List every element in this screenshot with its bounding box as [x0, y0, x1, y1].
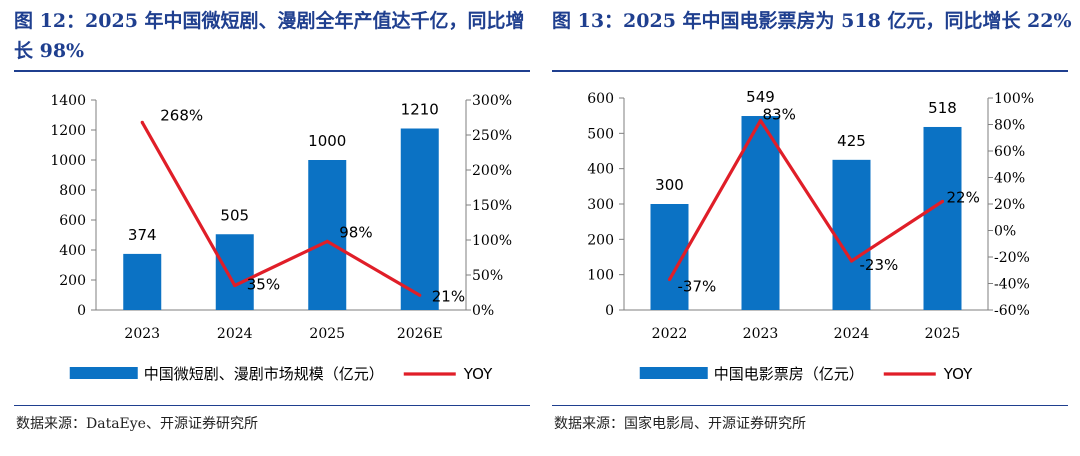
right-y-tick-label: 40%	[994, 171, 1025, 187]
right-y-tick-label: 60%	[994, 144, 1025, 160]
right-y-tick-label: 300%	[472, 93, 512, 109]
chart-legend: 中国微短剧、漫剧市场规模（亿元） YOY	[69, 365, 493, 383]
left-title-rule	[14, 70, 530, 72]
left-combo-chart: 0 200 400 600 800 1000 1200 1400 0% 50% 100% 150% 20…	[50, 93, 512, 383]
bar-value-label: 300	[655, 176, 684, 194]
bar	[923, 126, 962, 310]
x-category-label: 2024	[217, 326, 253, 342]
left-y-tick-label: 0	[77, 303, 86, 319]
x-category-label: 2026E	[397, 326, 443, 342]
left-y-tick-label: 100	[587, 268, 614, 284]
left-y-tick-label: 0	[605, 303, 614, 319]
legend-bar-swatch	[639, 367, 708, 379]
yoy-point	[233, 283, 237, 288]
bar-value-label: 1210	[401, 101, 439, 119]
bar	[741, 116, 780, 310]
yoy-value-label: 98%	[339, 223, 372, 241]
x-category-label: 2024	[834, 326, 870, 342]
yoy-line	[140, 121, 421, 297]
right-y-tick-label: 200%	[472, 163, 512, 179]
x-category-label: 2025	[925, 326, 961, 342]
x-category-label: 2022	[652, 326, 688, 342]
yoy-value-label: 35%	[247, 276, 280, 294]
yoy-point	[667, 277, 672, 282]
right-source-rule	[552, 405, 1068, 406]
bar-value-label: 518	[928, 99, 957, 117]
right-y-tick-label: 100%	[994, 91, 1034, 107]
bar-value-label: 374	[128, 226, 157, 244]
bar-value-label: 425	[837, 132, 866, 150]
left-y-tick-label: 300	[587, 197, 614, 213]
bar-value-label: 549	[746, 88, 775, 106]
bar	[832, 159, 871, 310]
left-y-tick-label: 400	[587, 162, 614, 178]
left-figure-panel: 图 12：2025 年中国微短剧、漫剧全年产值达千亿，同比增长 98% 0 200…	[10, 0, 538, 456]
yoy-value-label: 268%	[160, 106, 203, 124]
right-y-tick-label: 20%	[994, 197, 1025, 213]
legend-bar-label: 中国微短剧、漫剧市场规模（亿元）	[144, 365, 384, 383]
left-y-tick-label: 600	[587, 91, 614, 107]
right-y-tick-label: 0%	[994, 224, 1016, 240]
right-y-tick-label: 0%	[472, 303, 494, 319]
x-category-label: 2023	[743, 326, 779, 342]
right-y-tick-label: 150%	[472, 198, 512, 214]
yoy-value-label: -23%	[860, 256, 899, 274]
right-figure-title: 图 13：2025 年中国电影票房为 518 亿元，同比增长 22%	[552, 10, 1072, 32]
left-y-tick-label: 600	[59, 213, 86, 229]
yoy-point	[140, 120, 144, 124]
bar-value-label: 1000	[308, 132, 346, 150]
right-combo-chart: 0 100 200 300 400 500 600 -60% -40% -20% 0% 20% 40% 6…	[587, 88, 1034, 383]
right-y-tick-label: 80%	[994, 118, 1025, 134]
yoy-value-label: -37%	[678, 278, 717, 296]
right-y-tick-label: -60%	[994, 303, 1030, 319]
yoy-point	[325, 239, 329, 243]
yoy-value-label: 22%	[947, 188, 980, 206]
left-y-tick-label: 1000	[50, 153, 86, 169]
right-y-tick-label: 100%	[472, 233, 512, 249]
x-category-label: 2023	[124, 326, 160, 342]
bar	[400, 128, 439, 310]
left-y-tick-label: 500	[587, 126, 614, 142]
left-figure-title: 图 12：2025 年中国微短剧、漫剧全年产值达千亿，同比增长 98%	[14, 10, 525, 62]
right-title-rule	[552, 70, 1068, 72]
legend-bar-swatch	[69, 367, 138, 379]
yoy-value-label: 21%	[432, 287, 465, 305]
left-y-tick-label: 1400	[50, 93, 86, 109]
bar	[215, 234, 254, 310]
left-y-tick-label: 800	[59, 183, 86, 199]
left-y-tick-label: 400	[59, 243, 86, 259]
yoy-point	[758, 118, 763, 123]
yoy-point	[418, 293, 422, 297]
right-y-tick-label: -20%	[994, 250, 1030, 266]
right-source-note: 数据来源：国家电影局、开源证券研究所	[554, 416, 806, 432]
legend-line-label: YOY	[463, 365, 493, 383]
left-source-rule	[14, 405, 530, 406]
bar	[308, 160, 347, 310]
right-y-tick-label: 250%	[472, 128, 512, 144]
right-y-tick-label: 50%	[472, 268, 503, 284]
yoy-point	[940, 199, 945, 203]
left-y-tick-label: 200	[587, 232, 614, 248]
chart-legend: 中国电影票房（亿元） YOY	[639, 365, 973, 383]
legend-line-label: YOY	[943, 365, 973, 383]
right-figure-panel: 图 13：2025 年中国电影票房为 518 亿元，同比增长 22% 0 100 2…	[548, 0, 1076, 456]
left-y-tick-label: 1200	[50, 123, 86, 139]
right-y-tick-label: -40%	[994, 277, 1030, 293]
bar-value-label: 505	[220, 206, 249, 224]
left-source-note: 数据来源：DataEye、开源证券研究所	[16, 416, 258, 432]
yoy-line	[668, 118, 944, 281]
yoy-value-label: 83%	[763, 106, 796, 124]
yoy-point	[849, 259, 854, 263]
left-y-tick-label: 200	[59, 273, 86, 289]
bar	[123, 253, 162, 310]
x-category-label: 2025	[309, 326, 345, 342]
legend-bar-label: 中国电影票房（亿元）	[714, 365, 864, 383]
